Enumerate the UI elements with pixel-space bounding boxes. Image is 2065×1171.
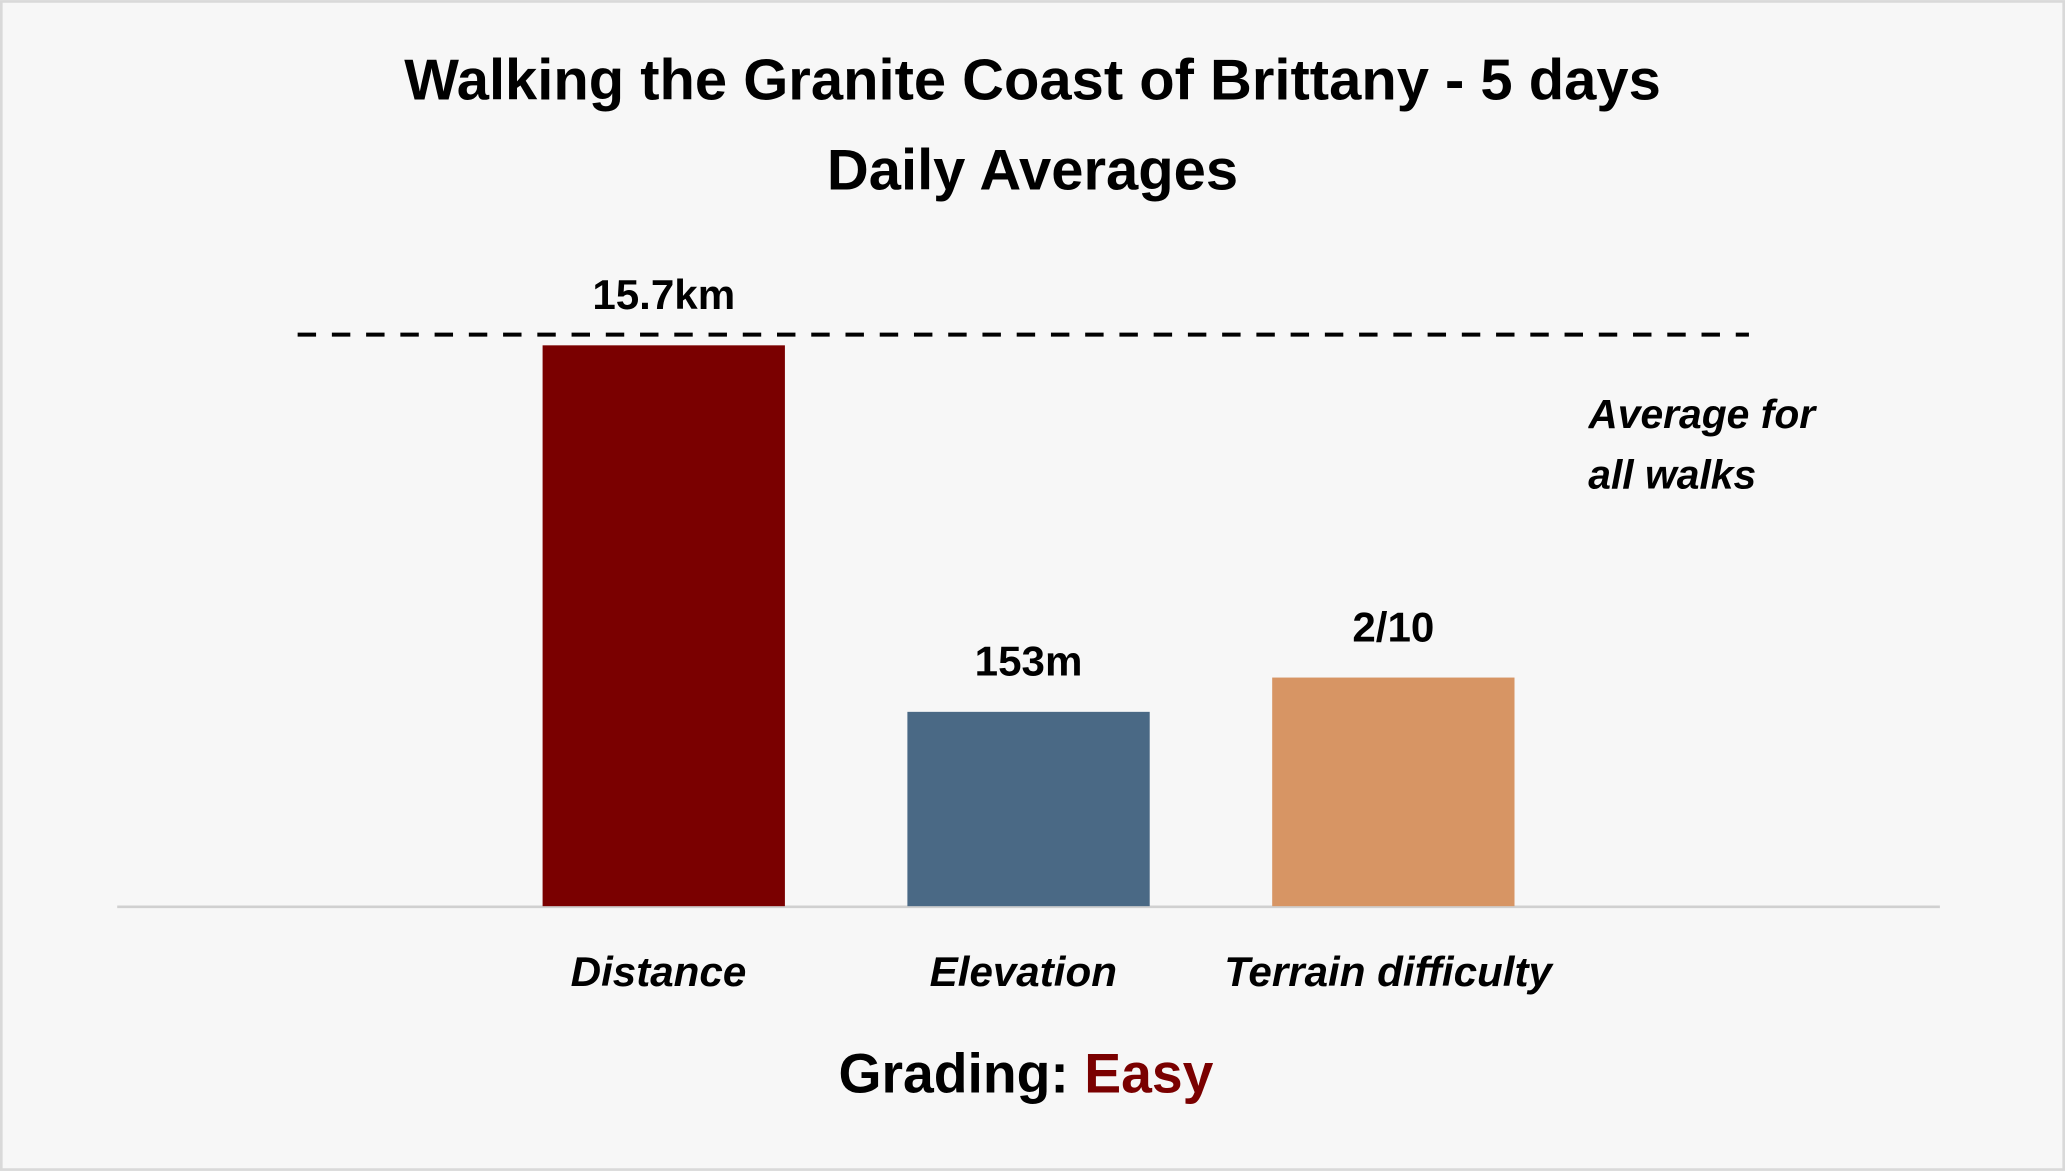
reference-note: Average for all walks [1588, 391, 1816, 498]
grading: Grading: Easy [838, 1042, 1213, 1104]
grading-value: Easy [1084, 1042, 1213, 1104]
x-tick-label: Distance [571, 948, 747, 995]
chart-title: Walking the Granite Coast of Brittany - … [404, 49, 1661, 113]
chart-subtitle: Daily Averages [827, 138, 1238, 202]
x-tick-label: Elevation [930, 948, 1117, 995]
grading-label: Grading: [838, 1042, 1068, 1104]
x-tick-label: Terrain difficulty [1224, 948, 1554, 995]
value-label: 2/10 [1352, 603, 1434, 650]
reference-note-box: Average for all walks [1588, 391, 1816, 498]
bar [1272, 677, 1515, 907]
value-label: 15.7km [592, 271, 735, 318]
bar [907, 711, 1150, 907]
value-label: 153m [975, 638, 1083, 685]
bar [542, 345, 785, 907]
